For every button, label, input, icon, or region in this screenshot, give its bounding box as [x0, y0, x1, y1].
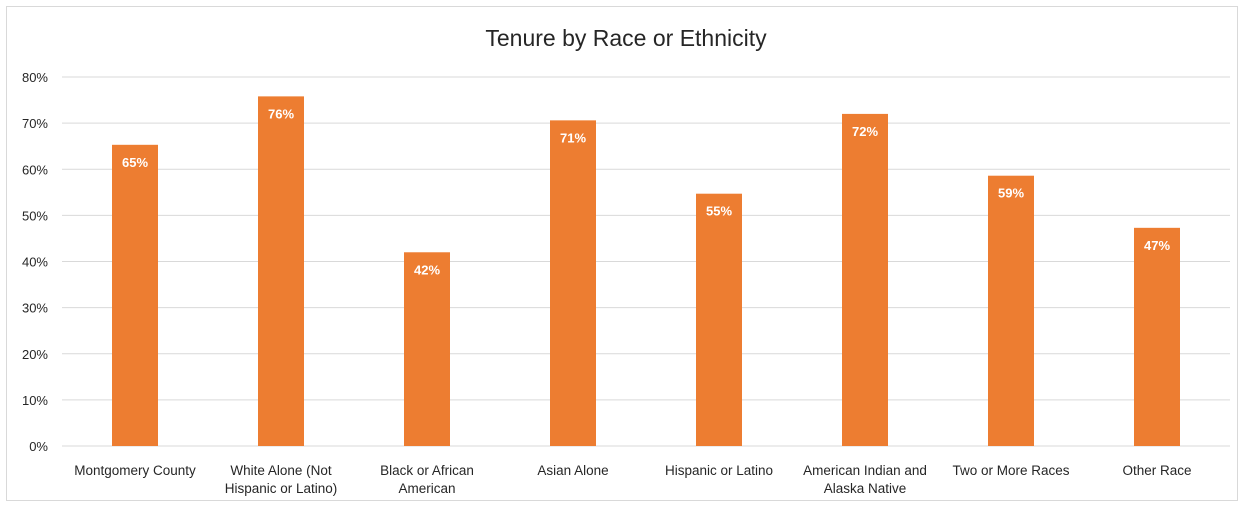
x-category-label: Asian Alone — [537, 463, 608, 478]
x-category-label: Hispanic or Latino — [665, 463, 773, 478]
y-tick-label: 70% — [22, 116, 48, 131]
data-label: 71% — [560, 130, 586, 145]
data-label: 76% — [268, 106, 294, 121]
x-category-label: American Indian and — [803, 463, 927, 478]
data-label: 42% — [414, 262, 440, 277]
x-category-label: Other Race — [1122, 463, 1191, 478]
bar — [988, 175, 1034, 446]
y-tick-label: 80% — [22, 70, 48, 85]
x-category-label: Alaska Native — [824, 481, 907, 496]
y-tick-label: 50% — [22, 208, 48, 223]
bar — [1134, 227, 1180, 446]
x-category-label: Black or African — [380, 463, 474, 478]
bar — [112, 144, 158, 446]
data-label: 65% — [122, 155, 148, 170]
x-category-label: Montgomery County — [74, 463, 196, 478]
x-category-label: Two or More Races — [952, 463, 1069, 478]
bar — [696, 193, 742, 446]
chart-title: Tenure by Race or Ethnicity — [485, 25, 767, 51]
y-tick-label: 60% — [22, 162, 48, 177]
x-category-label: White Alone (Not — [230, 463, 332, 478]
bar — [550, 120, 596, 447]
data-label: 59% — [998, 186, 1024, 201]
data-label: 55% — [706, 204, 732, 219]
gridlines — [62, 76, 1230, 447]
y-tick-label: 30% — [22, 301, 48, 316]
data-label: 47% — [1144, 238, 1170, 253]
x-category-label: American — [398, 481, 455, 496]
y-tick-label: 20% — [22, 347, 48, 362]
data-label: 72% — [852, 124, 878, 139]
y-axis-ticks: 0% 10% 20% 30% 40% 50% 60% 70% 80% — [22, 70, 48, 454]
bar — [842, 113, 888, 447]
y-tick-label: 10% — [22, 393, 48, 408]
data-labels: 65% 76% 42% 71% 55% 72% 59% 47% — [122, 106, 1170, 277]
bar — [404, 252, 450, 446]
y-tick-label: 40% — [22, 255, 48, 270]
x-category-label: Hispanic or Latino) — [225, 481, 338, 496]
x-axis-categories: Montgomery County White Alone (Not Hispani… — [74, 463, 1191, 496]
bars — [112, 96, 1180, 447]
y-tick-label: 0% — [29, 439, 48, 454]
bar — [258, 96, 304, 446]
